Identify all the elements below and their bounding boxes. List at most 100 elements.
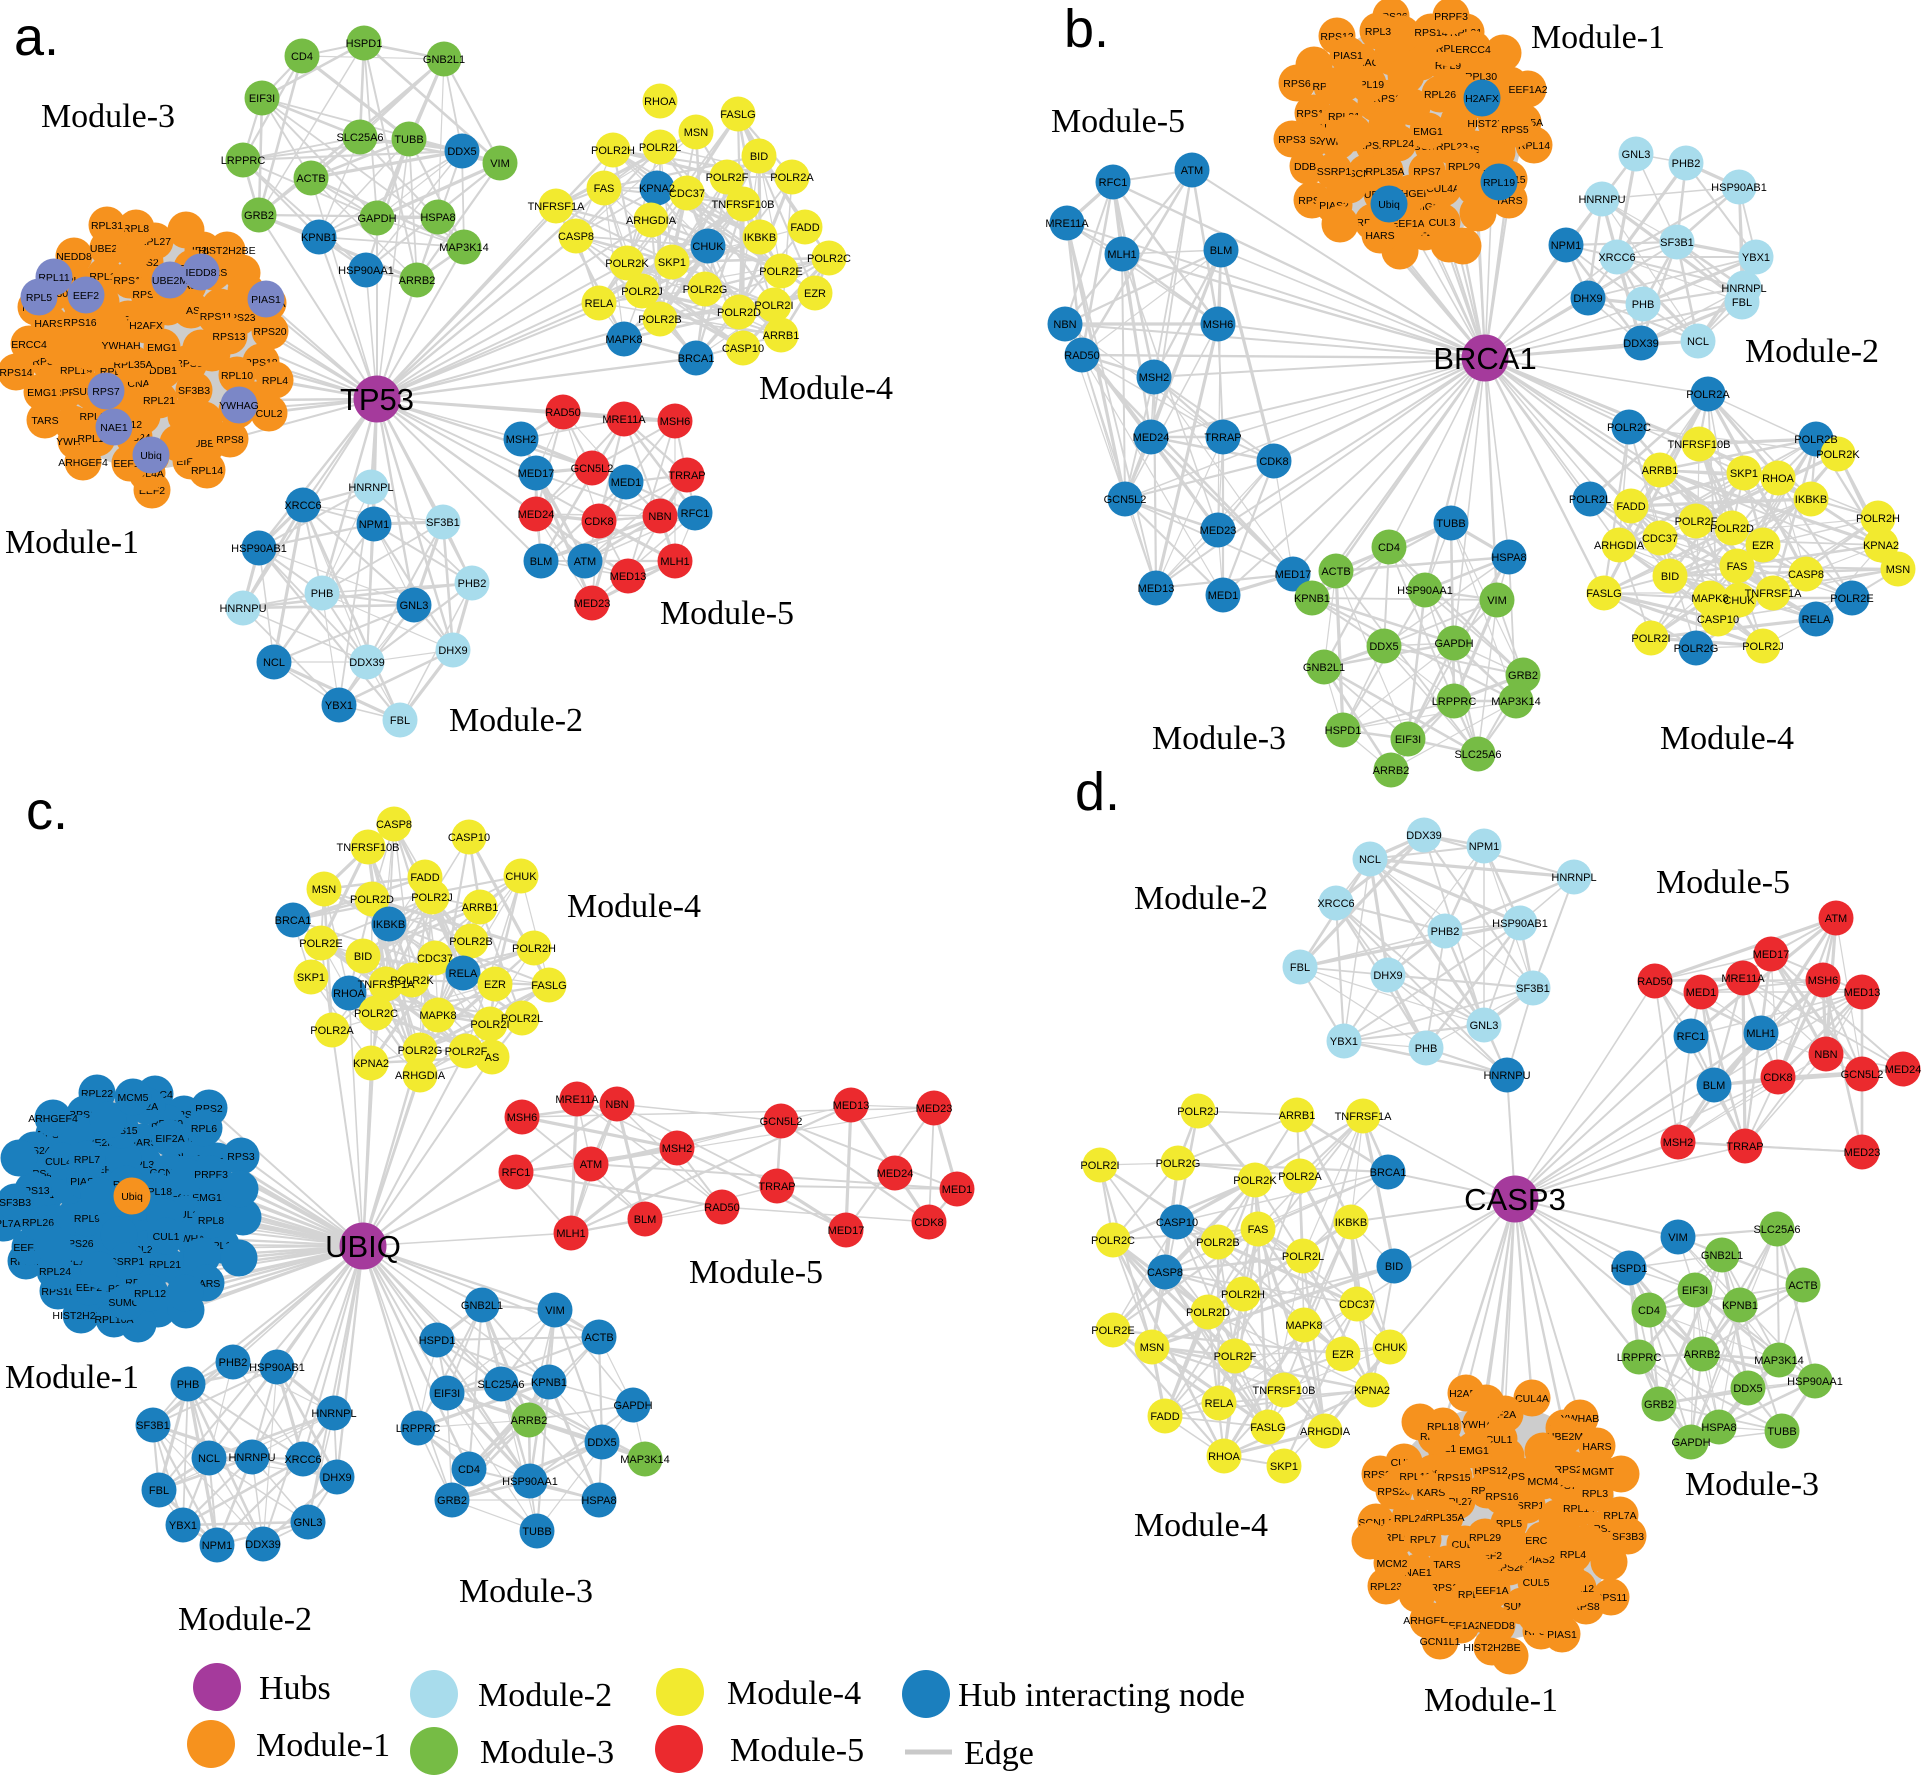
svg-text:CD4: CD4 — [291, 51, 313, 63]
svg-text:RPL18: RPL18 — [1427, 1421, 1459, 1433]
svg-text:Module-3: Module-3 — [41, 98, 175, 135]
svg-text:KPNB1: KPNB1 — [1722, 1300, 1758, 1312]
svg-text:MED1: MED1 — [611, 477, 642, 489]
svg-text:POLR2C: POLR2C — [354, 1008, 398, 1020]
svg-text:POLR2G: POLR2G — [1156, 1158, 1201, 1170]
svg-text:DDX5: DDX5 — [1369, 641, 1398, 653]
svg-text:MED24: MED24 — [1133, 432, 1170, 444]
svg-text:RPL24: RPL24 — [1382, 138, 1414, 150]
svg-text:BID: BID — [750, 151, 768, 163]
svg-text:BID: BID — [1385, 1261, 1403, 1273]
svg-text:FBL: FBL — [390, 715, 410, 727]
svg-text:PHB: PHB — [311, 588, 334, 600]
svg-text:CASP8: CASP8 — [558, 231, 594, 243]
svg-text:POLR2K: POLR2K — [1816, 449, 1860, 461]
svg-text:POLR2H: POLR2H — [591, 145, 635, 157]
svg-text:PHB2: PHB2 — [1431, 926, 1460, 938]
svg-text:KPNA2: KPNA2 — [639, 183, 675, 195]
svg-text:PHB: PHB — [1415, 1043, 1438, 1055]
svg-text:NCL: NCL — [263, 657, 285, 669]
svg-text:Ubiq: Ubiq — [121, 1191, 143, 1203]
svg-text:SF3B1: SF3B1 — [426, 517, 460, 529]
svg-text:TNFRSF10B: TNFRSF10B — [712, 199, 775, 211]
svg-text:NBN: NBN — [648, 511, 671, 523]
svg-text:MED13: MED13 — [833, 1100, 870, 1112]
svg-text:HSP90AA1: HSP90AA1 — [1787, 1376, 1843, 1388]
svg-text:POLR2F: POLR2F — [706, 172, 749, 184]
svg-text:GCN5L2: GCN5L2 — [1841, 1069, 1884, 1081]
svg-text:POLR2I: POLR2I — [1080, 1160, 1119, 1172]
svg-text:RFC1: RFC1 — [1677, 1031, 1706, 1043]
svg-text:Module-3: Module-3 — [480, 1734, 614, 1771]
svg-text:SF3B3: SF3B3 — [1612, 1531, 1644, 1543]
svg-text:MED24: MED24 — [1885, 1064, 1922, 1076]
svg-text:NCL: NCL — [1687, 336, 1709, 348]
svg-text:EMG1: EMG1 — [147, 342, 177, 354]
svg-text:HSP90AA1: HSP90AA1 — [338, 265, 394, 277]
svg-text:KPNB1: KPNB1 — [1294, 593, 1330, 605]
svg-text:GRB2: GRB2 — [244, 210, 274, 222]
svg-text:RPS16: RPS16 — [63, 317, 96, 329]
svg-text:TNFRSF10B: TNFRSF10B — [1253, 1385, 1316, 1397]
svg-text:BLM: BLM — [634, 1214, 657, 1226]
svg-text:MRE11A: MRE11A — [1045, 218, 1089, 230]
svg-text:RPL12: RPL12 — [134, 1288, 166, 1300]
svg-text:NBN: NBN — [605, 1099, 628, 1111]
svg-text:DDX39: DDX39 — [349, 657, 384, 669]
svg-text:MED17: MED17 — [518, 468, 555, 480]
svg-text:EIF2A: EIF2A — [155, 1133, 184, 1145]
svg-text:RAD50: RAD50 — [704, 1202, 739, 1214]
svg-text:Module-1: Module-1 — [256, 1727, 390, 1764]
svg-text:RPL3: RPL3 — [1582, 1488, 1608, 1500]
svg-text:MED23: MED23 — [1200, 525, 1237, 537]
svg-text:MSN: MSN — [684, 127, 709, 139]
svg-text:EIF3I: EIF3I — [1395, 734, 1421, 746]
svg-text:DDX5: DDX5 — [1733, 1383, 1762, 1395]
svg-text:CHUK: CHUK — [692, 241, 724, 253]
svg-text:ARRB2: ARRB2 — [1684, 1349, 1721, 1361]
svg-text:CD4: CD4 — [458, 1464, 480, 1476]
svg-text:DDB1: DDB1 — [149, 365, 177, 377]
svg-text:ARRB1: ARRB1 — [1279, 1110, 1316, 1122]
svg-text:DDX5: DDX5 — [447, 146, 476, 158]
svg-text:HSPD1: HSPD1 — [419, 1335, 456, 1347]
svg-text:ARRB1: ARRB1 — [1642, 465, 1679, 477]
svg-text:ACTB: ACTB — [296, 173, 325, 185]
svg-text:RELA: RELA — [449, 968, 478, 980]
svg-text:GAPDH: GAPDH — [613, 1400, 652, 1412]
svg-text:RHOA: RHOA — [1208, 1451, 1240, 1463]
svg-text:TUBB: TUBB — [1436, 518, 1465, 530]
svg-text:MLH1: MLH1 — [1746, 1028, 1775, 1040]
svg-text:Module-3: Module-3 — [459, 1573, 593, 1610]
svg-text:HSP90AA1: HSP90AA1 — [1397, 585, 1453, 597]
svg-text:Module-1: Module-1 — [1424, 1682, 1558, 1719]
svg-text:RPS13: RPS13 — [212, 331, 245, 343]
svg-text:CDC37: CDC37 — [1339, 1299, 1375, 1311]
svg-text:POLR2D: POLR2D — [350, 894, 394, 906]
svg-text:AS: AS — [485, 1052, 500, 1064]
svg-text:NBN: NBN — [1053, 319, 1076, 331]
svg-text:BRCA1: BRCA1 — [678, 353, 715, 365]
svg-text:FASLG: FASLG — [1250, 1422, 1285, 1434]
svg-text:LRPPRC: LRPPRC — [1432, 696, 1477, 708]
svg-text:RHOA: RHOA — [333, 988, 365, 1000]
svg-text:RHOA: RHOA — [1762, 473, 1794, 485]
svg-text:RPS3: RPS3 — [227, 1151, 255, 1163]
svg-text:POLR2L: POLR2L — [1282, 1251, 1324, 1263]
svg-text:GNL3: GNL3 — [1470, 1020, 1499, 1032]
svg-text:TUBB: TUBB — [1767, 1426, 1796, 1438]
svg-text:TUBB: TUBB — [394, 134, 423, 146]
svg-text:NPM1: NPM1 — [1469, 841, 1500, 853]
svg-text:LRPPRC: LRPPRC — [396, 1423, 441, 1435]
svg-text:MAP3K14: MAP3K14 — [1491, 696, 1541, 708]
svg-text:TARS: TARS — [1433, 1559, 1460, 1571]
svg-text:GRB2: GRB2 — [437, 1495, 467, 1507]
svg-text:Module-4: Module-4 — [1660, 720, 1794, 757]
svg-text:RPS12: RPS12 — [1474, 1465, 1507, 1477]
svg-text:RAD50: RAD50 — [545, 407, 580, 419]
svg-text:KPNA2: KPNA2 — [1354, 1385, 1390, 1397]
svg-text:POLR2G: POLR2G — [398, 1045, 443, 1057]
svg-text:RFC1: RFC1 — [681, 508, 710, 520]
svg-text:RPS7: RPS7 — [1413, 166, 1441, 178]
svg-text:RPS16: RPS16 — [1485, 1491, 1518, 1503]
